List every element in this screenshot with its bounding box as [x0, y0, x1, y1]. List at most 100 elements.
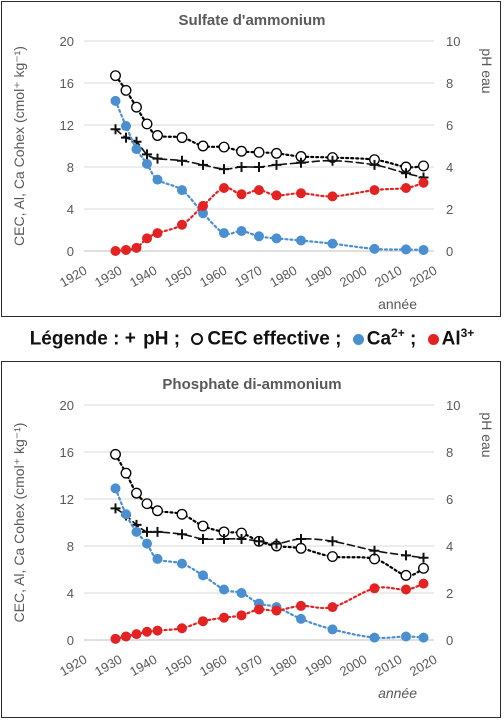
x-tick-label: 1960: [197, 652, 230, 679]
ca-marker: [418, 632, 429, 643]
y2-tick-label: 6: [446, 492, 453, 507]
x-axis-label: année: [378, 685, 417, 701]
cec-marker: [197, 520, 209, 532]
ph-marker: [418, 552, 429, 563]
al-marker: [219, 183, 229, 193]
ca-marker: [296, 613, 306, 624]
chart-title: Sulfate d'ammonium: [179, 12, 326, 29]
al-marker: [418, 578, 429, 589]
al-marker: [327, 191, 338, 202]
ca-marker: [219, 228, 229, 239]
x-tick-label: 2010: [372, 263, 405, 290]
y-tick-label: 16: [60, 445, 74, 460]
x-tick-label: 1920: [57, 263, 90, 290]
x-tick-label: 1990: [302, 263, 335, 290]
ca-marker: [198, 208, 208, 219]
cec-marker: [110, 448, 121, 460]
ca-marker: [296, 235, 306, 246]
ca-marker: [142, 158, 152, 169]
ca-marker: [131, 144, 142, 155]
ca-marker: [121, 121, 131, 132]
x-tick-label: 1940: [127, 652, 160, 679]
legend: Légende : + pH ; CEC effective ; Ca2+ ; …: [0, 326, 504, 350]
ca-marker: [236, 226, 247, 237]
ph-marker: [254, 162, 264, 172]
x-tick-label: 1960: [197, 263, 230, 290]
legend-al-label: Al: [441, 328, 461, 350]
ca-marker: [327, 238, 338, 249]
ph-marker: [142, 149, 152, 160]
al-marker: [236, 189, 247, 200]
ca-marker: [110, 95, 121, 106]
y-tick-label: 0: [67, 633, 74, 648]
cec-marker: [141, 118, 153, 130]
x-tick-label: 1990: [302, 652, 335, 679]
y-tick-label: 20: [60, 398, 74, 413]
al-marker: [142, 233, 152, 244]
ph-marker: [110, 124, 121, 135]
ca-marker: [236, 588, 247, 598]
x-tick-label: 1980: [267, 263, 300, 290]
ca-marker: [152, 553, 163, 564]
x-tick-label: 1940: [127, 263, 160, 290]
y-axis-label: CEC, Al, Ca Cohex (cmol⁺ kg⁻¹): [11, 46, 27, 246]
ca-marker: [271, 233, 282, 244]
y2-tick-label: 8: [446, 445, 453, 460]
chart-phosphate-svg: Phosphate di-ammonium 0 4 8 12 16 20 0 2 4 6 8 10 192…: [11, 376, 495, 701]
al-marker: [110, 246, 121, 256]
al-marker: [121, 244, 131, 255]
cec-marker: [271, 147, 282, 159]
al-marker: [142, 626, 152, 637]
x-tick-label: 2010: [372, 652, 405, 679]
x-tick-label: 2020: [407, 652, 440, 679]
legend-cec-label: CEC effective ;: [207, 328, 342, 350]
trend-line-ph: [114, 507, 425, 559]
ca-marker: [254, 231, 264, 242]
al-marker: [198, 616, 208, 627]
ph-marker: [198, 533, 208, 544]
ph-marker: [236, 162, 247, 172]
al-marker: [152, 228, 163, 239]
cec-marker: [218, 141, 230, 153]
legend-ca-charge: 2+: [391, 326, 405, 340]
legend-al-marker: [427, 333, 439, 345]
trend-line-cec-effective: [114, 74, 425, 169]
al-marker: [327, 602, 338, 613]
y-axis-label: CEC, Al, Ca Cohex (cmol⁺ kg⁻¹): [11, 423, 27, 623]
ph-marker: [198, 159, 208, 170]
ca-marker: [152, 174, 163, 185]
ca-marker: [369, 632, 380, 643]
cec-marker: [120, 467, 132, 479]
cec-marker: [400, 569, 412, 581]
al-marker: [401, 584, 411, 595]
ph-marker: [254, 536, 264, 547]
cec-marker: [418, 562, 429, 574]
ph-marker: [296, 533, 306, 544]
x-tick-label: 2020: [407, 263, 440, 290]
x-tick-label: 1930: [92, 652, 125, 679]
cec-marker: [152, 130, 163, 141]
al-marker: [369, 583, 380, 594]
chart-panel-phosphate: Phosphate di-ammonium 0 4 8 12 16 20 0 2 4 6 8 10 192…: [1, 361, 501, 718]
y-tick-label: 8: [67, 160, 74, 175]
y2-tick-label: 4: [446, 539, 453, 554]
ca-marker: [110, 483, 121, 494]
y2-tick-label: 4: [446, 160, 453, 175]
ca-marker: [401, 631, 411, 642]
al-marker: [131, 242, 142, 253]
ph-marker: [142, 526, 152, 537]
ph-marker: [296, 157, 306, 168]
al-marker: [152, 625, 163, 636]
ph-marker: [271, 159, 282, 170]
y-tick-label: 0: [67, 244, 74, 259]
ph-marker: [219, 164, 229, 175]
cec-marker: [141, 498, 153, 510]
cec-marker: [176, 508, 188, 520]
al-marker: [177, 623, 187, 634]
al-marker: [254, 185, 264, 196]
cec-marker: [110, 70, 121, 82]
y2-axis-label: pH eau: [479, 48, 495, 93]
al-marker: [254, 604, 264, 615]
y-tick-label: 16: [60, 76, 74, 91]
